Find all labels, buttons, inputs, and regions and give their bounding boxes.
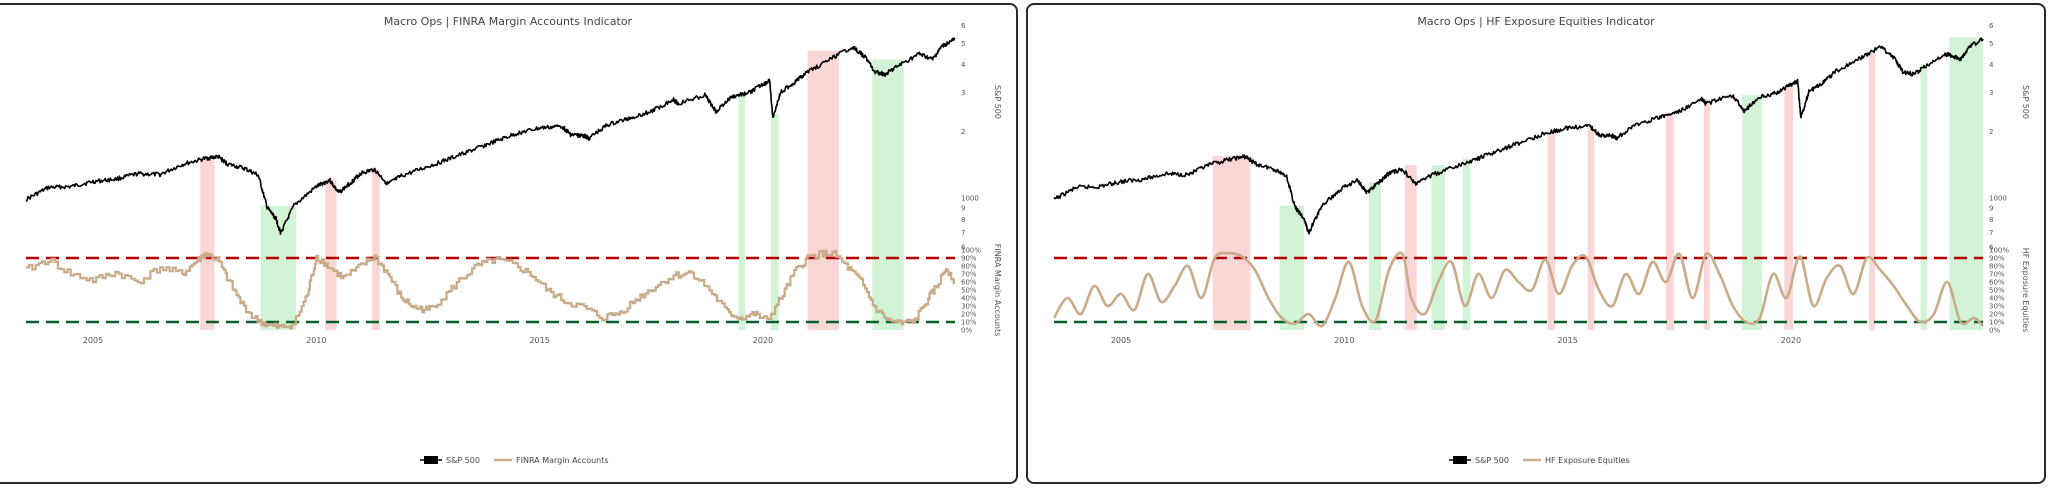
indicator-tick-label: 40% (961, 295, 977, 303)
sell-zone (807, 50, 839, 331)
indicator-tick-label: 60% (961, 279, 977, 287)
sell-zone (1665, 113, 1674, 331)
sell-zone (1212, 156, 1251, 330)
indicator-line (26, 249, 955, 330)
sp500-axis-label: S&P 500 (2021, 85, 2030, 119)
indicator-tick-label: 20% (961, 311, 977, 319)
indicator-tick-label: 0% (1989, 327, 2000, 335)
buy-zone (1741, 95, 1762, 330)
sp500-tick-label: 4 (1989, 61, 1994, 69)
sp500-tick-label: 1000 (961, 195, 979, 203)
x-tick-label: 2005 (83, 336, 103, 345)
sp500-legend-label: S&P 500 (446, 456, 480, 465)
sell-zone (1703, 99, 1710, 330)
sp500-tick-label: 3 (1989, 89, 1993, 97)
x-tick-label: 2010 (306, 336, 326, 345)
x-tick-label: 2015 (1557, 336, 1577, 345)
chart-title: Macro Ops | HF Exposure Equities Indicat… (1417, 15, 1655, 28)
indicator-tick-label: 30% (1989, 303, 2005, 311)
sp500-tick-label: 5 (1989, 40, 1993, 48)
indicator-tick-label: 80% (961, 263, 977, 271)
sp500-legend-label: S&P 500 (1475, 456, 1509, 465)
sell-zone (1404, 165, 1417, 330)
sp500-tick-label: 3 (961, 89, 965, 97)
indicator-tick-label: 30% (961, 303, 977, 311)
buy-zone (738, 92, 746, 330)
indicator-legend-label: FINRA Margin Accounts (516, 456, 609, 465)
x-tick-label: 2015 (529, 336, 549, 345)
sp500-tick-label: 6 (1989, 22, 1994, 30)
indicator-line (1052, 251, 1984, 328)
indicator-tick-label: 0% (961, 327, 972, 335)
sell-zone (1784, 84, 1794, 330)
x-tick-label: 2020 (1781, 336, 1801, 345)
buy-zone (1368, 181, 1381, 330)
sp500-tick-label: 8 (961, 216, 965, 224)
sp500-tick-label: 7 (1989, 229, 1993, 237)
indicator-axis-label: FINRA Margin Accounts (993, 244, 1002, 337)
sell-zone (1547, 133, 1556, 330)
sell-zone (1869, 50, 1875, 331)
indicator-tick-label: 40% (1989, 295, 2005, 303)
sell-zone (325, 179, 337, 330)
indicator-tick-label: 70% (1989, 271, 2005, 279)
x-tick-label: 2005 (1111, 336, 1131, 345)
sp500-tick-label: 9 (961, 205, 965, 213)
sp500-axis-label: S&P 500 (993, 85, 1002, 119)
indicator-tick-label: 90% (1989, 255, 2005, 263)
indicator-legend-label: HF Exposure Equities (1545, 456, 1630, 465)
buy-zone (1431, 165, 1445, 330)
indicator-tick-label: 10% (961, 319, 977, 327)
indicator-tick-label: 100% (961, 247, 981, 255)
indicator-tick-label: 90% (961, 255, 977, 263)
sp500-tick-label: 6 (961, 244, 966, 252)
sell-zone (200, 156, 215, 330)
sp500-tick-label: 9 (1989, 205, 1993, 213)
buy-zone (770, 113, 779, 331)
indicator-tick-label: 50% (961, 287, 977, 295)
sp500-tick-label: 2 (1989, 128, 1993, 136)
indicator-tick-label: 80% (1989, 263, 2005, 271)
x-tick-label: 2020 (753, 336, 773, 345)
indicator-tick-label: 50% (1989, 287, 2005, 295)
sp500-tick-label: 5 (961, 40, 965, 48)
buy-zone (872, 59, 904, 330)
sell-zone (372, 169, 380, 330)
indicator-axis-label: HF Exposure Equities (2021, 248, 2030, 333)
indicator-tick-label: 20% (1989, 311, 2005, 319)
buy-zone (260, 205, 297, 330)
buy-zone (1279, 205, 1305, 330)
hf-exposure-chart: 2005 2010 2015 202067891000234560%10%20%30%… (1052, 22, 2030, 465)
buy-zone (1462, 158, 1471, 330)
sp500-tick-label: 8 (1989, 216, 1993, 224)
sp500-tick-label: 7 (961, 229, 965, 237)
indicator-tick-label: 70% (961, 271, 977, 279)
sp500-tick-label: 1000 (1989, 195, 2007, 203)
sp500-line (25, 37, 956, 235)
sp500-tick-label: 4 (961, 61, 966, 69)
hf-exposure-panel: Macro Ops | HF Exposure Equities Indicat… (1026, 3, 2046, 484)
indicator-tick-label: 60% (1989, 279, 2005, 287)
sp500-tick-label: 2 (961, 128, 965, 136)
finra-margin-panel: Macro Ops | FINRA Margin Accounts Indica… (0, 3, 1018, 484)
sp500-line (1053, 37, 1984, 235)
buy-zone (1949, 37, 1983, 331)
chart-title: Macro Ops | FINRA Margin Accounts Indica… (383, 15, 633, 28)
indicator-tick-label: 100% (1989, 247, 2009, 255)
sp500-tick-label: 6 (1989, 244, 1994, 252)
x-tick-label: 2010 (1334, 336, 1354, 345)
indicator-tick-label: 10% (1989, 319, 2005, 327)
finra-margin-chart: 2005 2010 2015 202067891000234560%10%20%30%… (25, 22, 1002, 465)
sp500-tick-label: 6 (961, 22, 966, 30)
buy-zone (1920, 64, 1928, 330)
sell-zone (1587, 126, 1595, 330)
